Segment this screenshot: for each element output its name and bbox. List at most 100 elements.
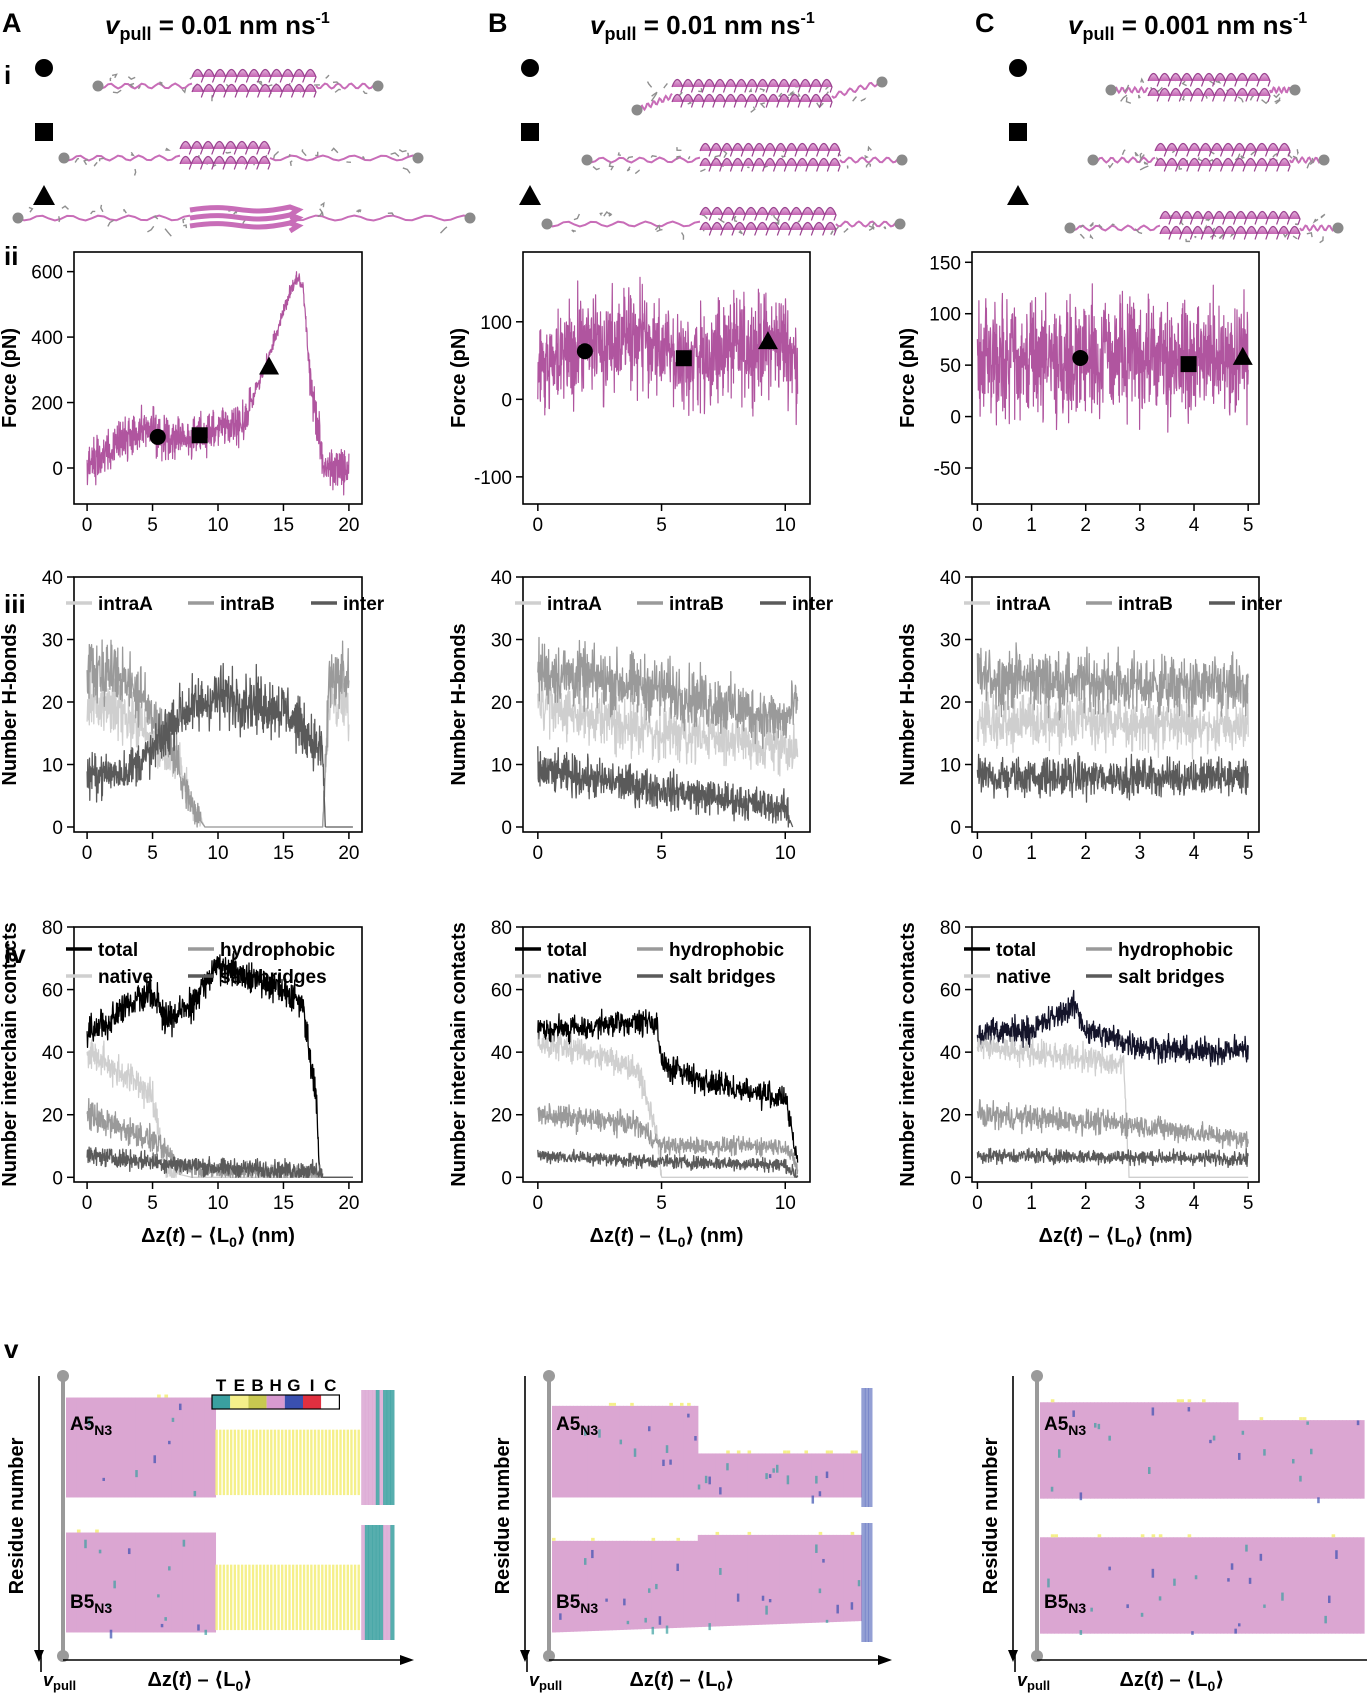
- helix-segment: [1227, 1537, 1232, 1634]
- legend-label: native: [98, 967, 153, 988]
- y-tick-label: 20: [940, 1106, 961, 1127]
- turn-segment: [736, 1593, 740, 1602]
- side-chain: [1121, 149, 1126, 156]
- structure-snapshots: [12, 59, 1344, 244]
- ribbon-tail: [17, 214, 191, 222]
- force-trace: [86, 271, 350, 496]
- helix-segment: [1313, 1537, 1318, 1634]
- turn-segment: [633, 1448, 637, 1457]
- helix-segment: [1094, 1402, 1099, 1499]
- turn-segment: [1047, 1578, 1050, 1588]
- helix-segment: [117, 1532, 122, 1633]
- helix-segment: [601, 1540, 606, 1631]
- helix-segment: [733, 1534, 738, 1626]
- helix-segment: [102, 1532, 107, 1633]
- turn-segment: [584, 1427, 587, 1436]
- helix-segment: [102, 1397, 107, 1498]
- strand-segment: [215, 1429, 218, 1496]
- helix-segment: [640, 1540, 646, 1630]
- side-chain: [663, 83, 668, 89]
- helix-segment: [857, 1534, 862, 1622]
- helix-segment: [168, 1532, 173, 1633]
- y-tick-label: 30: [940, 631, 961, 652]
- chain-label-a: A5N3: [70, 1414, 112, 1438]
- turn-segment: [1324, 1615, 1327, 1624]
- helix-segment: [1158, 1537, 1163, 1634]
- strand-segment: [357, 1564, 360, 1631]
- side-chain: [626, 166, 631, 172]
- side-chain: [1296, 149, 1299, 156]
- side-chain: [599, 212, 603, 216]
- x-tick-label: 2: [1080, 843, 1091, 864]
- triangle-marker: [1007, 185, 1029, 205]
- helix-segment: [113, 1397, 118, 1498]
- helix-segment: [712, 1534, 717, 1627]
- helix-segment: [1086, 1402, 1091, 1499]
- helix-segment: [1356, 1537, 1361, 1634]
- y-tick-label: 0: [501, 1168, 512, 1189]
- side-chain: [1181, 80, 1187, 87]
- x-tick-label: 0: [972, 515, 983, 536]
- side-chain: [1107, 162, 1114, 169]
- protein-snapshot: [1087, 142, 1330, 172]
- plot-c-force: 0 1 2 3 4 5 -50 0 50 100 150 Force (pN): [897, 251, 1260, 536]
- helix-segment: [1054, 1402, 1059, 1499]
- side-chain: [315, 151, 319, 157]
- turn-segment: [605, 1598, 608, 1602]
- side-chain: [1120, 94, 1128, 102]
- side-chain: [1181, 94, 1186, 101]
- helix-segment: [1288, 1537, 1293, 1634]
- turn-segment: [708, 1623, 711, 1631]
- y-axis-label: Residue number: [492, 1437, 514, 1594]
- turn-segment: [1148, 1467, 1151, 1474]
- helix-segment: [1097, 1537, 1102, 1634]
- strand-segment: [342, 1429, 346, 1496]
- helix-segment: [1252, 1537, 1257, 1634]
- turn-segment: [1151, 1407, 1155, 1416]
- helix-segment: [1209, 1402, 1214, 1499]
- helix-segment: [1151, 1537, 1156, 1634]
- turn-segment: [1090, 1607, 1093, 1612]
- turn-segment: [182, 1539, 186, 1547]
- strand-segment: [284, 1429, 288, 1496]
- helix-segment: [1076, 1537, 1081, 1634]
- square-marker: [675, 350, 692, 367]
- helix-ribbon: [1154, 157, 1291, 172]
- y-tick-label: 150: [929, 253, 961, 274]
- turn-segment: [648, 1588, 651, 1593]
- square-marker: [1180, 356, 1197, 373]
- terminus-bead: [894, 218, 906, 230]
- helix-segment: [598, 1405, 603, 1498]
- strand-segment: [783, 1450, 787, 1454]
- turn-segment: [1058, 1449, 1061, 1458]
- strand-segment: [350, 1564, 353, 1631]
- strand-segment: [295, 1429, 298, 1496]
- helix-segment: [694, 1540, 699, 1628]
- helix-segment: [1205, 1402, 1210, 1499]
- terminus-bead: [57, 1370, 69, 1382]
- helix-segment: [160, 1532, 165, 1633]
- turn-segment: [1194, 1575, 1198, 1580]
- helix-segment: [701, 1453, 706, 1498]
- side-chain: [301, 149, 307, 157]
- x-tick-label: 5: [147, 843, 158, 864]
- terminus-bead: [896, 154, 908, 166]
- helix-segment: [772, 1534, 777, 1625]
- side-chain: [1089, 233, 1094, 240]
- side-chain: [1273, 93, 1281, 99]
- x-tick-label: 5: [1243, 1193, 1254, 1214]
- helix-segment: [1324, 1537, 1329, 1634]
- helix-segment: [843, 1534, 848, 1622]
- strand-segment: [310, 1564, 313, 1631]
- strand-segment: [825, 1450, 830, 1454]
- side-chain: [317, 211, 323, 218]
- helix-segment: [1259, 1537, 1264, 1634]
- helix-segment: [1058, 1537, 1063, 1634]
- helix-segment: [1306, 1537, 1311, 1634]
- turn-segment: [1241, 1430, 1245, 1435]
- strand-segment: [353, 1564, 357, 1631]
- helix-segment: [1144, 1402, 1149, 1499]
- helix-ribbon: [671, 78, 833, 93]
- legend-label: inter: [1241, 594, 1283, 615]
